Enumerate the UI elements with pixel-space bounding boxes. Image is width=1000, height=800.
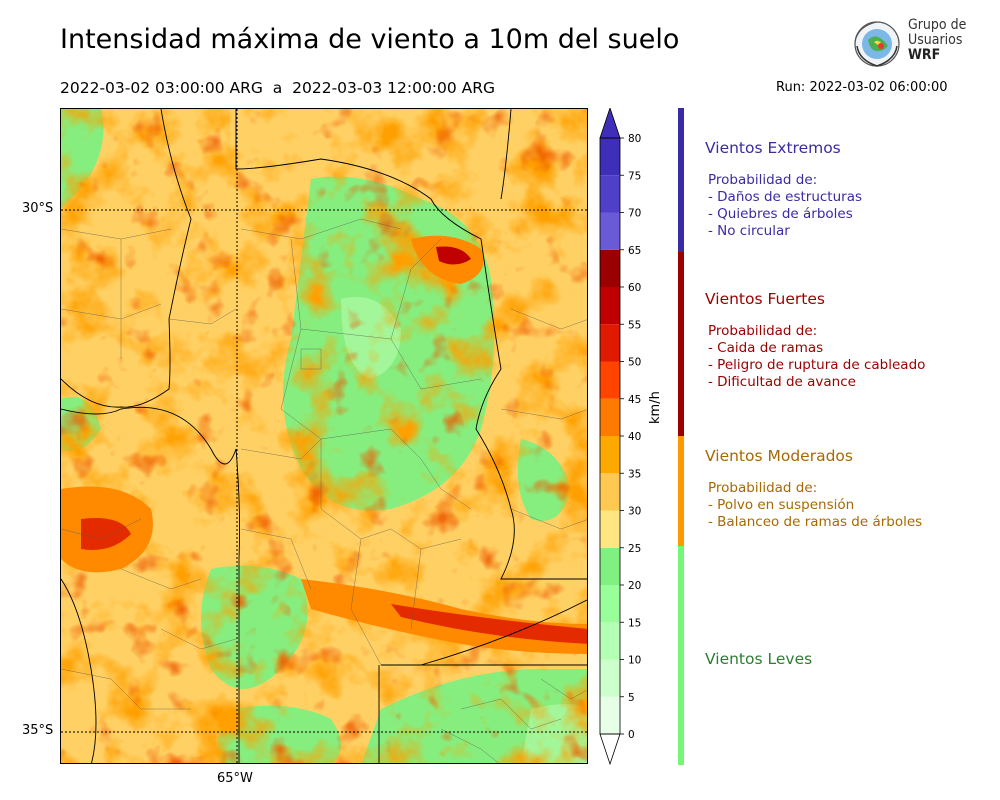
- wind-map: [60, 108, 588, 764]
- category-bar-vientos-moderados: [678, 436, 684, 546]
- wind-field-map: [61, 109, 587, 763]
- colorbar-tick-label: 20: [628, 580, 641, 592]
- colorbar-tick-label: 45: [628, 394, 641, 406]
- lat-label-35s: 35°S: [22, 723, 54, 738]
- category-line: - Daños de estructuras: [708, 189, 863, 205]
- colorbar-bin-40: [600, 398, 620, 436]
- colorbar-bin-75: [600, 138, 620, 176]
- colorbar-bin-65: [600, 212, 620, 250]
- colorbar-bin-35: [600, 436, 620, 474]
- category-line: Probabilidad de:: [708, 172, 818, 188]
- colorbar-bin-25: [600, 510, 620, 548]
- run-label: Run: 2022-03-02 06:00:00: [776, 80, 948, 95]
- category-line: - Peligro de ruptura de cableado: [708, 357, 926, 373]
- category-line: - Quiebres de árboles: [708, 206, 853, 222]
- category-line: - Polvo en suspensión: [708, 497, 855, 513]
- lon-label-65w: 65°W: [217, 771, 253, 786]
- category-bar-vientos-fuertes: [678, 252, 684, 436]
- colorbar-bin-5: [600, 659, 620, 697]
- colorbar-bin-60: [600, 249, 620, 287]
- colorbar-tick-label: 25: [628, 543, 641, 555]
- category-title-vientos-moderados: Vientos Moderados: [705, 447, 853, 465]
- colorbar-bin-50: [600, 324, 620, 362]
- colorbar-bin-70: [600, 175, 620, 213]
- category-title-vientos-leves: Vientos Leves: [705, 650, 813, 668]
- colorbar-tick-label: 60: [628, 282, 641, 294]
- department-borders: [61, 218, 587, 763]
- colorbar-scale: 0 5 10 15 20 25 30 35 40 45 50 55 60 65 70 75 80: [599, 106, 641, 766]
- wrf-logo: Grupo de Usuarios WRF: [848, 16, 972, 74]
- category-title-vientos-extremos: Vientos Extremos: [705, 139, 841, 157]
- colorbar-tick-label: 35: [628, 468, 641, 480]
- strong-wind-patches: [61, 109, 587, 763]
- graticule: [61, 109, 587, 763]
- colorbar-bin-0: [600, 696, 620, 734]
- colorbar-extend-min: [599, 733, 621, 766]
- colorbar-tick-label: 75: [628, 170, 641, 182]
- category-line: Probabilidad de:: [708, 323, 818, 339]
- logo-text: Grupo de Usuarios WRF: [908, 17, 967, 63]
- colorbar: 0 5 10 15 20 25 30 35 40 45 50 55 60 65 70 75 80: [598, 106, 658, 768]
- colorbar-tick-label: 70: [628, 208, 641, 220]
- colorbar-tick-label: 40: [628, 431, 641, 443]
- colorbar-bin-30: [600, 473, 620, 511]
- colorbar-tick-label: 55: [628, 319, 641, 331]
- chart-title: Intensidad máxima de viento a 10m del su…: [60, 24, 680, 55]
- colorbar-bin-45: [600, 361, 620, 399]
- colorbar-bin-55: [600, 287, 620, 325]
- category-line: - No circular: [708, 223, 790, 239]
- time-range: 2022-03-02 03:00:00 ARG a 2022-03-03 12:…: [60, 79, 496, 97]
- lat-label-30s: 30°S: [22, 201, 54, 216]
- colorbar-bin-20: [600, 547, 620, 585]
- category-bar-vientos-leves: [678, 546, 684, 765]
- category-description-vientos-moderados: Probabilidad de: - Polvo en suspensión - B…: [708, 480, 922, 531]
- colorbar-tick-label: 5: [628, 692, 635, 704]
- globe-logo-icon: [854, 21, 900, 67]
- colorbar-extend-max: [599, 106, 621, 139]
- category-title-vientos-fuertes: Vientos Fuertes: [705, 290, 825, 308]
- category-bar-vientos-extremos: [678, 108, 684, 252]
- strong-wind-band: [61, 235, 587, 654]
- colorbar-unit: km/h: [648, 391, 663, 424]
- colorbar-tick-label: 0: [628, 729, 635, 741]
- colorbar-tick-label: 80: [628, 133, 641, 145]
- category-line: Probabilidad de:: [708, 480, 818, 496]
- colorbar-bin-15: [600, 585, 620, 623]
- province-borders: [61, 109, 587, 763]
- category-line: - Dificultad de avance: [708, 374, 856, 390]
- category-line: - Balanceo de ramas de árboles: [708, 514, 923, 530]
- category-line: - Caida de ramas: [708, 340, 824, 356]
- category-description-vientos-fuertes: Probabilidad de: - Caida de ramas - Peligr…: [708, 323, 925, 391]
- colorbar-bin-10: [600, 622, 620, 660]
- colorbar-tick-label: 65: [628, 245, 641, 257]
- colorbar-tick-label: 10: [628, 655, 641, 667]
- colorbar-tick-label: 50: [628, 357, 641, 369]
- colorbar-tick-label: 30: [628, 506, 641, 518]
- colorbar-tick-label: 15: [628, 617, 641, 629]
- category-description-vientos-extremos: Probabilidad de: - Daños de estructuras - …: [708, 172, 862, 240]
